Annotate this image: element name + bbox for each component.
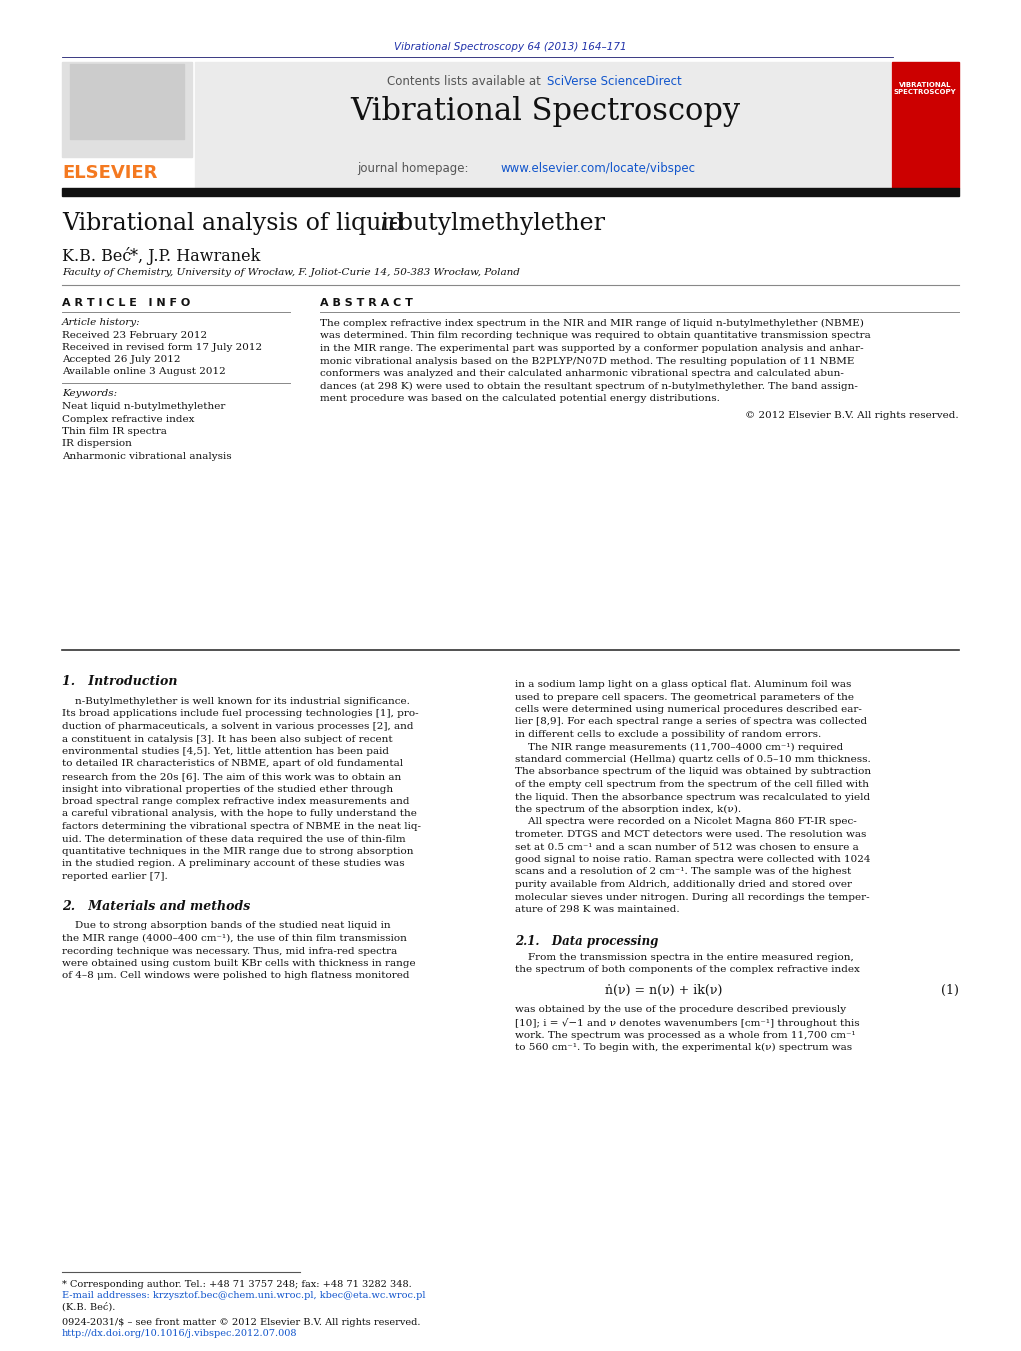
Text: were obtained using custom built KBr cells with thickness in range: were obtained using custom built KBr cel…: [62, 959, 416, 969]
Text: molecular sieves under nitrogen. During all recordings the temper-: molecular sieves under nitrogen. During …: [515, 893, 870, 901]
Text: in different cells to exclude a possibility of random errors.: in different cells to exclude a possibil…: [515, 730, 821, 739]
Text: IR dispersion: IR dispersion: [62, 439, 132, 449]
Text: Vibrational Spectroscopy 64 (2013) 164–171: Vibrational Spectroscopy 64 (2013) 164–1…: [394, 42, 627, 51]
Text: the liquid. Then the absorbance spectrum was recalculated to yield: the liquid. Then the absorbance spectrum…: [515, 793, 870, 801]
Text: Due to strong absorption bands of the studied neat liquid in: Due to strong absorption bands of the st…: [62, 921, 391, 931]
Text: SciVerse ScienceDirect: SciVerse ScienceDirect: [547, 76, 682, 88]
Text: of the empty cell spectrum from the spectrum of the cell filled with: of the empty cell spectrum from the spec…: [515, 780, 869, 789]
Text: Received 23 February 2012: Received 23 February 2012: [62, 331, 207, 340]
Text: to detailed IR characteristics of NBME, apart of old fundamental: to detailed IR characteristics of NBME, …: [62, 759, 403, 769]
Text: ment procedure was based on the calculated potential energy distributions.: ment procedure was based on the calculat…: [320, 394, 720, 403]
Text: Its broad applications include fuel processing technologies [1], pro-: Its broad applications include fuel proc…: [62, 709, 419, 719]
Text: work. The spectrum was processed as a whole from 11,700 cm⁻¹: work. The spectrum was processed as a wh…: [515, 1031, 856, 1039]
Text: in a sodium lamp light on a glass optical flat. Aluminum foil was: in a sodium lamp light on a glass optica…: [515, 680, 852, 689]
Bar: [70, 63, 184, 139]
Text: Thin film IR spectra: Thin film IR spectra: [62, 427, 166, 436]
Text: All spectra were recorded on a Nicolet Magna 860 FT-IR spec-: All spectra were recorded on a Nicolet M…: [515, 817, 857, 827]
Text: in the MIR range. The experimental part was supported by a conformer population : in the MIR range. The experimental part …: [320, 345, 864, 353]
Text: standard commercial (Hellma) quartz cells of 0.5–10 mm thickness.: standard commercial (Hellma) quartz cell…: [515, 755, 871, 765]
Text: Accepted 26 July 2012: Accepted 26 July 2012: [62, 355, 181, 363]
Bar: [195, 62, 890, 188]
Bar: [62, 62, 192, 157]
Text: A R T I C L E   I N F O: A R T I C L E I N F O: [62, 299, 190, 308]
Text: Received in revised form 17 July 2012: Received in revised form 17 July 2012: [62, 343, 262, 353]
Text: set at 0.5 cm⁻¹ and a scan number of 512 was chosen to ensure a: set at 0.5 cm⁻¹ and a scan number of 512…: [515, 843, 859, 851]
Bar: [892, 62, 959, 188]
Text: the MIR range (4000–400 cm⁻¹), the use of thin film transmission: the MIR range (4000–400 cm⁻¹), the use o…: [62, 934, 407, 943]
Text: a constituent in catalysis [3]. It has been also subject of recent: a constituent in catalysis [3]. It has b…: [62, 735, 393, 743]
Text: monic vibrational analysis based on the B2PLYP/N07D method. The resulting popula: monic vibrational analysis based on the …: [320, 357, 855, 366]
Text: lier [8,9]. For each spectral range a series of spectra was collected: lier [8,9]. For each spectral range a se…: [515, 717, 867, 727]
Text: of 4–8 μm. Cell windows were polished to high flatness monitored: of 4–8 μm. Cell windows were polished to…: [62, 971, 409, 981]
Text: purity available from Aldrich, additionally dried and stored over: purity available from Aldrich, additiona…: [515, 880, 852, 889]
Text: Anharmonic vibrational analysis: Anharmonic vibrational analysis: [62, 453, 232, 461]
Text: The complex refractive index spectrum in the NIR and MIR range of liquid n-butyl: The complex refractive index spectrum in…: [320, 319, 864, 328]
Text: good signal to noise ratio. Raman spectra were collected with 1024: good signal to noise ratio. Raman spectr…: [515, 855, 871, 865]
Text: 1.   Introduction: 1. Introduction: [62, 676, 178, 688]
Text: 2.   Materials and methods: 2. Materials and methods: [62, 900, 250, 912]
Text: http://dx.doi.org/10.1016/j.vibspec.2012.07.008: http://dx.doi.org/10.1016/j.vibspec.2012…: [62, 1329, 297, 1337]
Text: scans and a resolution of 2 cm⁻¹. The sample was of the highest: scans and a resolution of 2 cm⁻¹. The sa…: [515, 867, 852, 877]
Text: ELSEVIER: ELSEVIER: [62, 163, 157, 182]
Text: Neat liquid n-butylmethylether: Neat liquid n-butylmethylether: [62, 403, 226, 411]
Text: Available online 3 August 2012: Available online 3 August 2012: [62, 367, 226, 376]
Text: The NIR range measurements (11,700–4000 cm⁻¹) required: The NIR range measurements (11,700–4000 …: [515, 743, 843, 751]
Text: © 2012 Elsevier B.V. All rights reserved.: © 2012 Elsevier B.V. All rights reserved…: [745, 411, 959, 420]
Text: n: n: [379, 212, 394, 235]
Text: uid. The determination of these data required the use of thin-film: uid. The determination of these data req…: [62, 835, 405, 843]
Text: n-Butylmethylether is well known for its industrial significance.: n-Butylmethylether is well known for its…: [62, 697, 409, 707]
Text: (K.B. Beć).: (K.B. Beć).: [62, 1302, 115, 1312]
Text: Keywords:: Keywords:: [62, 389, 117, 399]
Text: a careful vibrational analysis, with the hope to fully understand the: a careful vibrational analysis, with the…: [62, 809, 417, 819]
Text: K.B. Beć: K.B. Beć: [62, 249, 132, 265]
Text: recording technique was necessary. Thus, mid infra-red spectra: recording technique was necessary. Thus,…: [62, 947, 397, 955]
Text: A B S T R A C T: A B S T R A C T: [320, 299, 412, 308]
Text: *, J.P. Hawranek: *, J.P. Hawranek: [130, 249, 260, 265]
Text: insight into vibrational properties of the studied ether through: insight into vibrational properties of t…: [62, 785, 393, 793]
Bar: [62, 188, 959, 196]
Text: the spectrum of both components of the complex refractive index: the spectrum of both components of the c…: [515, 965, 860, 974]
Text: trometer. DTGS and MCT detectors were used. The resolution was: trometer. DTGS and MCT detectors were us…: [515, 830, 867, 839]
Text: broad spectral range complex refractive index measurements and: broad spectral range complex refractive …: [62, 797, 409, 807]
Text: journal homepage:: journal homepage:: [357, 162, 473, 176]
Text: used to prepare cell spacers. The geometrical parameters of the: used to prepare cell spacers. The geomet…: [515, 693, 854, 701]
Text: Vibrational Spectroscopy: Vibrational Spectroscopy: [350, 96, 740, 127]
Text: Contents lists available at: Contents lists available at: [387, 76, 545, 88]
Text: research from the 20s [6]. The aim of this work was to obtain an: research from the 20s [6]. The aim of th…: [62, 771, 401, 781]
Text: dances (at 298 K) were used to obtain the resultant spectrum of n-butylmethyleth: dances (at 298 K) were used to obtain th…: [320, 381, 858, 390]
Text: 2.1.   Data processing: 2.1. Data processing: [515, 935, 659, 947]
Text: Vibrational analysis of liquid: Vibrational analysis of liquid: [62, 212, 411, 235]
Text: in the studied region. A preliminary account of these studies was: in the studied region. A preliminary acc…: [62, 859, 404, 869]
Text: cells were determined using numerical procedures described ear-: cells were determined using numerical pr…: [515, 705, 862, 713]
Text: -butylmethylether: -butylmethylether: [390, 212, 605, 235]
Text: From the transmission spectra in the entire measured region,: From the transmission spectra in the ent…: [515, 952, 854, 962]
Text: E-mail addresses: krzysztof.bec@chem.uni.wroc.pl, kbec@eta.wc.wroc.pl: E-mail addresses: krzysztof.bec@chem.uni…: [62, 1292, 426, 1300]
Text: [10]; i = √−1 and ν denotes wavenumbers [cm⁻¹] throughout this: [10]; i = √−1 and ν denotes wavenumbers …: [515, 1019, 860, 1028]
Text: duction of pharmaceuticals, a solvent in various processes [2], and: duction of pharmaceuticals, a solvent in…: [62, 721, 414, 731]
Text: the spectrum of the absorption index, k(ν).: the spectrum of the absorption index, k(…: [515, 805, 741, 815]
Text: to 560 cm⁻¹. To begin with, the experimental k(ν) spectrum was: to 560 cm⁻¹. To begin with, the experime…: [515, 1043, 853, 1052]
Text: 0924-2031/$ – see front matter © 2012 Elsevier B.V. All rights reserved.: 0924-2031/$ – see front matter © 2012 El…: [62, 1319, 421, 1327]
Text: ature of 298 K was maintained.: ature of 298 K was maintained.: [515, 905, 680, 915]
Text: ṅ(ν) = n(ν) + ik(ν): ṅ(ν) = n(ν) + ik(ν): [605, 984, 723, 997]
Text: Complex refractive index: Complex refractive index: [62, 415, 194, 423]
Text: quantitative techniques in the MIR range due to strong absorption: quantitative techniques in the MIR range…: [62, 847, 414, 857]
Text: was determined. Thin film recording technique was required to obtain quantitativ: was determined. Thin film recording tech…: [320, 331, 871, 340]
Text: conformers was analyzed and their calculated anharmonic vibrational spectra and : conformers was analyzed and their calcul…: [320, 369, 844, 378]
Text: * Corresponding author. Tel.: +48 71 3757 248; fax: +48 71 3282 348.: * Corresponding author. Tel.: +48 71 375…: [62, 1279, 411, 1289]
Text: The absorbance spectrum of the liquid was obtained by subtraction: The absorbance spectrum of the liquid wa…: [515, 767, 871, 777]
Text: www.elsevier.com/locate/vibspec: www.elsevier.com/locate/vibspec: [500, 162, 695, 176]
Text: (1): (1): [941, 984, 959, 997]
Text: environmental studies [4,5]. Yet, little attention has been paid: environmental studies [4,5]. Yet, little…: [62, 747, 389, 757]
Text: was obtained by the use of the procedure described previously: was obtained by the use of the procedure…: [515, 1005, 846, 1015]
Text: Faculty of Chemistry, University of Wrocław, F. Joliot-Curie 14, 50-383 Wrocław,: Faculty of Chemistry, University of Wroc…: [62, 267, 520, 277]
Text: factors determining the vibrational spectra of NBME in the neat liq-: factors determining the vibrational spec…: [62, 821, 421, 831]
Text: reported earlier [7].: reported earlier [7].: [62, 871, 167, 881]
Text: VIBRATIONAL
SPECTROSCOPY: VIBRATIONAL SPECTROSCOPY: [893, 82, 957, 95]
Text: Article history:: Article history:: [62, 317, 141, 327]
